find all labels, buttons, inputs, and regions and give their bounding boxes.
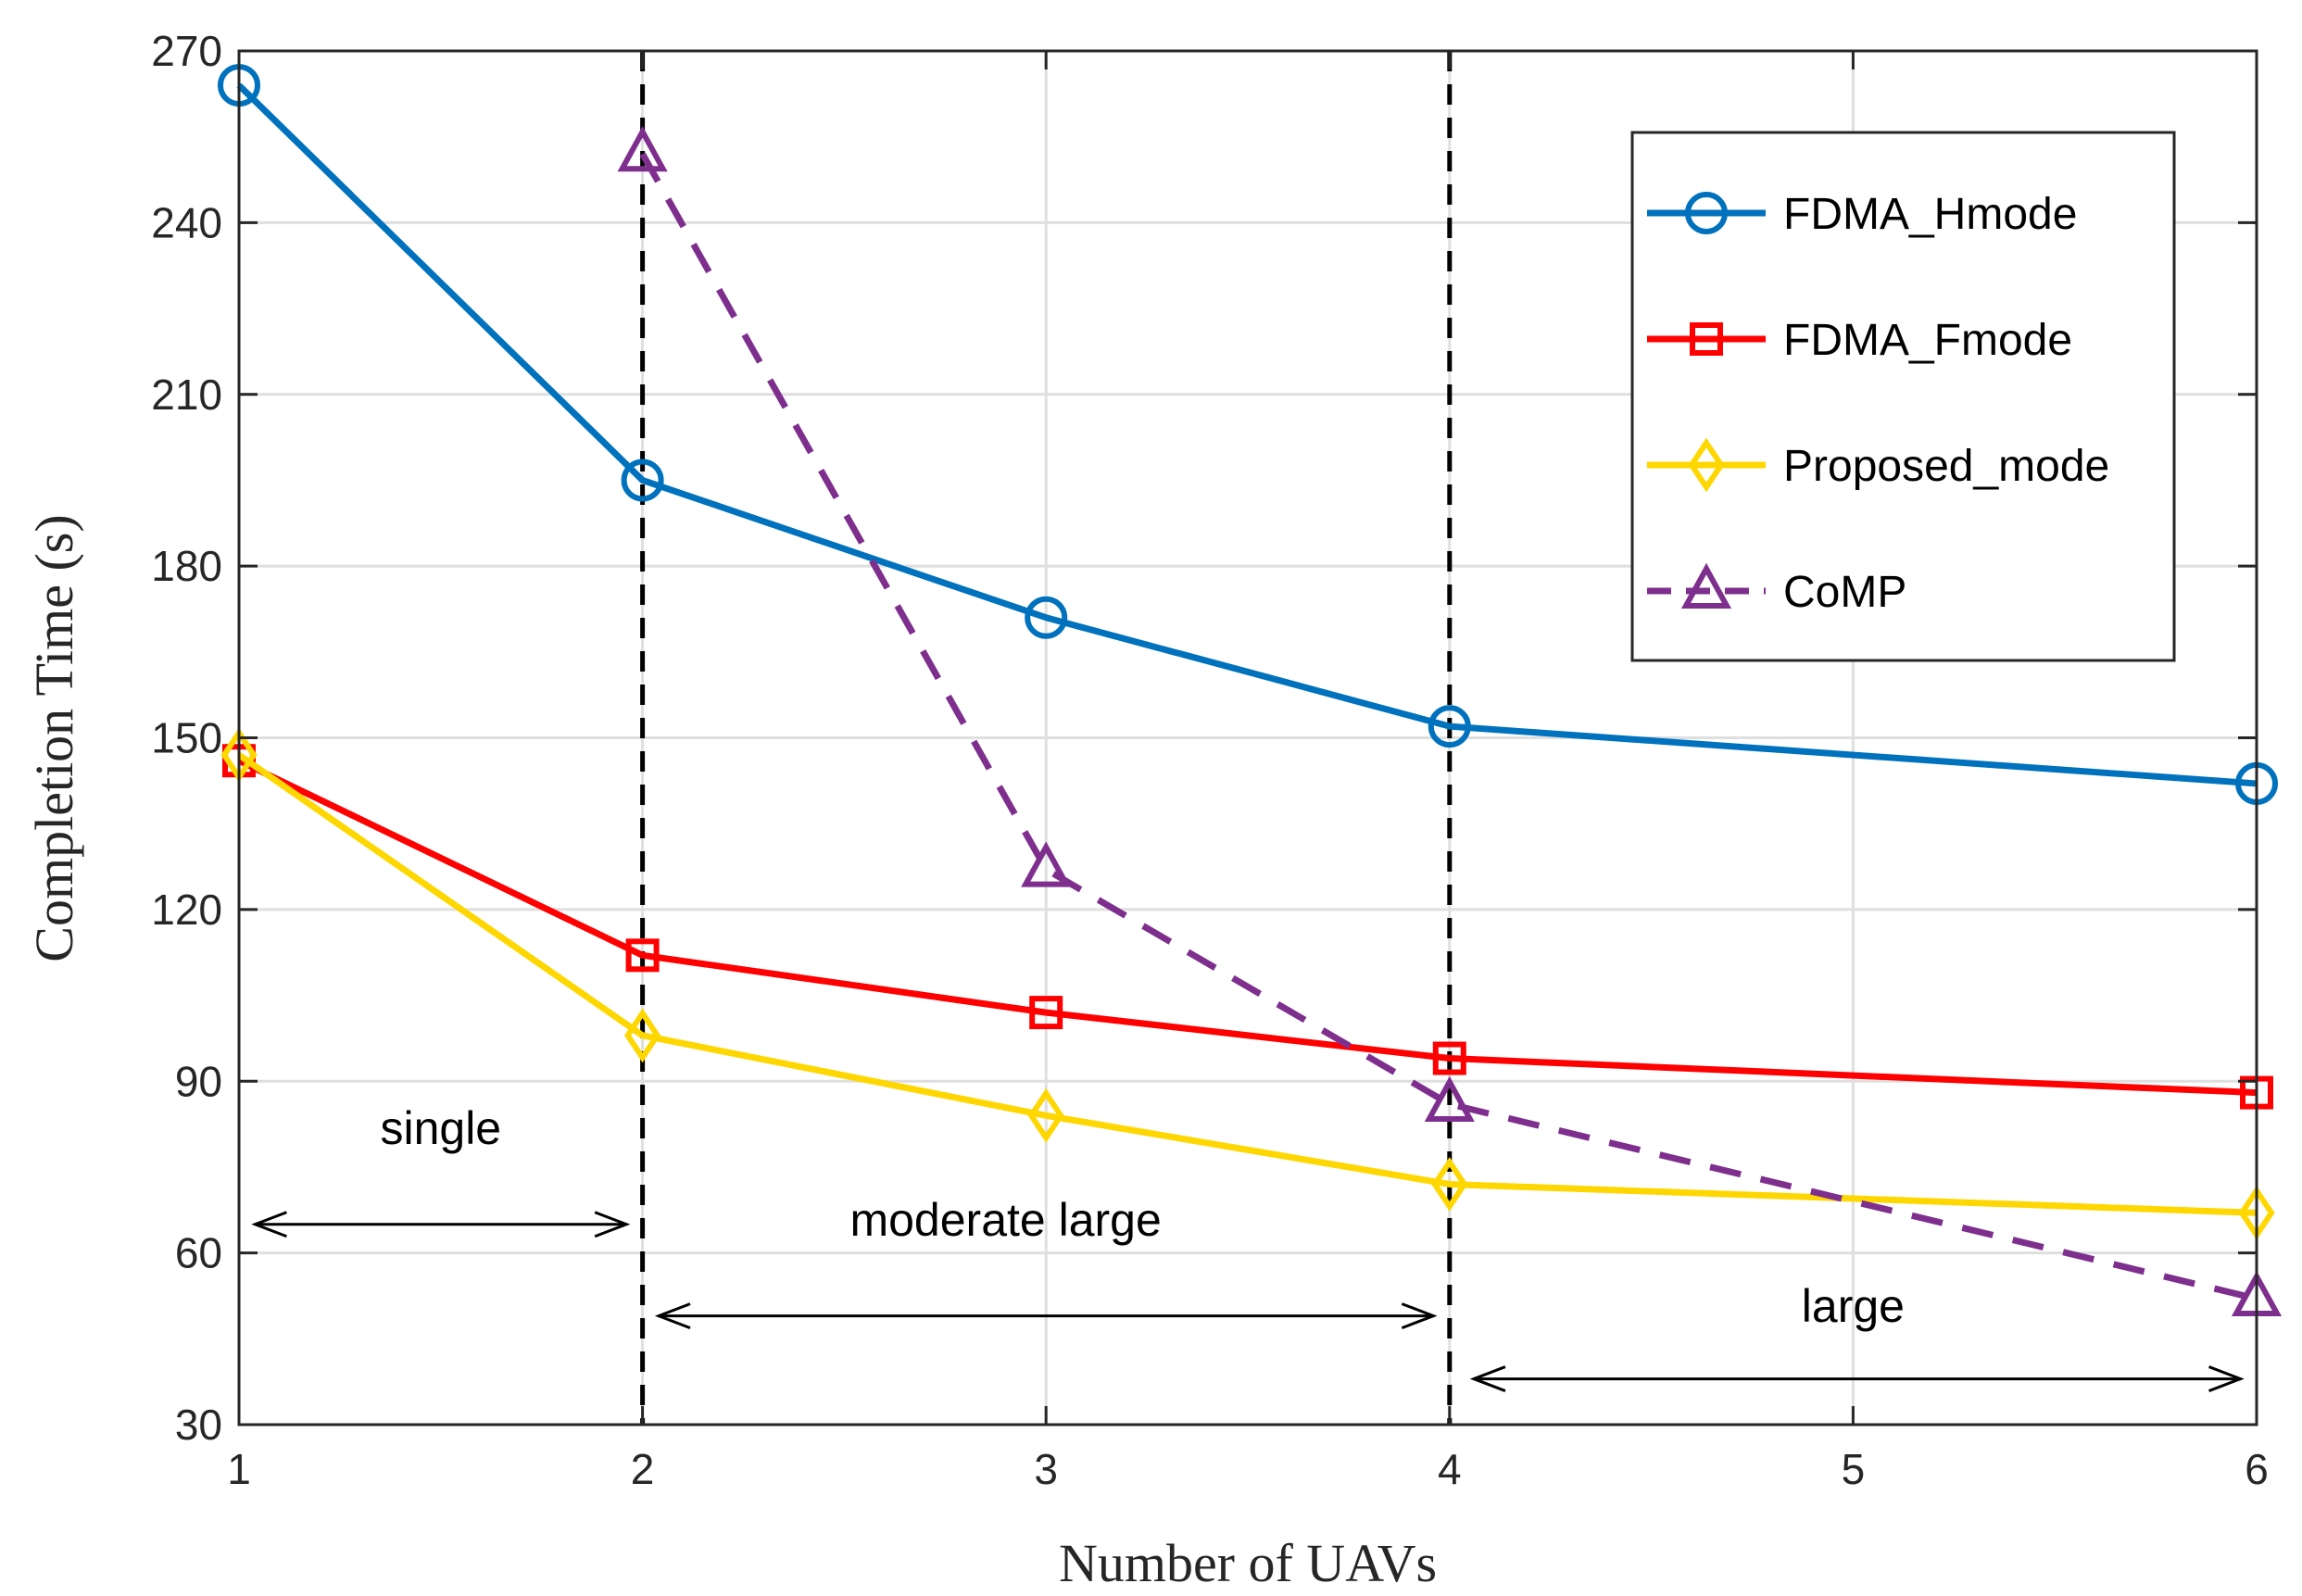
range-arrow-head-left-1: [251, 1211, 287, 1238]
data-point-fdma-hmode-3: [1025, 596, 1068, 639]
data-point-proposed-mode-4: [1431, 1157, 1468, 1212]
legend: FDMA_Hmode FDMA_Fmode Proposed_mode CoMP: [1630, 131, 2176, 662]
series-line-fdma-fmode: [237, 758, 2258, 1097]
axis-ticks: 1 2 3 4 5 6 30 60 90 120 150 180 210 240 270: [151, 27, 2269, 1493]
annotation-single: single: [380, 1102, 501, 1154]
data-point-fdma-hmode-4: [1428, 705, 1471, 748]
y-tick-label-120: 120: [151, 886, 222, 934]
data-point-fdma-fmode-2: [625, 938, 660, 973]
legend-marker-proposed-mode: [1688, 437, 1725, 493]
legend-marker-fdma-fmode: [1690, 322, 1723, 356]
x-tick-label-4: 4: [1438, 1445, 1462, 1493]
legend-marker-fdma-hmode: [1685, 192, 1728, 234]
y-tick-label-210: 210: [151, 371, 222, 419]
annotations: single moderate large large: [251, 1102, 2245, 1392]
range-arrow-2: [654, 1302, 1438, 1330]
data-point-fdma-fmode-4: [1432, 1041, 1466, 1075]
region-dividers: [640, 51, 1453, 1425]
x-tick-label-3: 3: [1034, 1445, 1058, 1493]
x-axis-title: Number of UAVs: [1059, 1533, 1437, 1593]
range-arrow-3: [1469, 1365, 2245, 1392]
range-arrow-head-right-2: [1401, 1302, 1438, 1330]
legend-entry-fdma-fmode: FDMA_Fmode: [1647, 316, 2072, 365]
data-point-comp-4: [1424, 1075, 1475, 1122]
data-point-comp-2: [617, 125, 668, 172]
y-tick-label-90: 90: [175, 1057, 222, 1105]
legend-label-comp: CoMP: [1783, 568, 1906, 617]
y-tick-label-180: 180: [151, 542, 222, 590]
legend-entry-proposed-mode: Proposed_mode: [1647, 437, 2109, 493]
y-axis-title: Completion Time (s): [24, 514, 84, 961]
x-tick-label-6: 6: [2245, 1445, 2269, 1493]
legend-entry-comp: CoMP: [1647, 562, 1906, 617]
range-arrow-head-right-3: [2208, 1365, 2245, 1392]
y-tick-label-60: 60: [175, 1229, 222, 1277]
x-tick-label-2: 2: [631, 1445, 655, 1493]
annotation-moderate-large: moderate large: [849, 1194, 1161, 1246]
annotation-large: large: [1802, 1280, 1905, 1332]
data-point-comp-3: [1021, 841, 1072, 887]
legend-label-fdma-fmode: FDMA_Fmode: [1783, 316, 2072, 365]
data-point-fdma-hmode-2: [621, 459, 664, 502]
y-tick-label-150: 150: [151, 714, 222, 762]
legend-entry-fdma-hmode: FDMA_Hmode: [1647, 190, 2077, 239]
legend-marker-comp: [1680, 562, 1732, 609]
range-arrow-1: [251, 1211, 631, 1238]
y-tick-label-240: 240: [151, 198, 222, 246]
x-tick-label-1: 1: [227, 1445, 251, 1493]
series-proposed-mode: [220, 727, 2275, 1240]
legend-label-proposed-mode: Proposed_mode: [1783, 442, 2109, 491]
x-tick-label-5: 5: [1842, 1445, 1866, 1493]
data-point-proposed-mode-2: [623, 1008, 661, 1063]
series-line-proposed-mode: [237, 752, 2258, 1216]
range-arrow-head-left-2: [654, 1302, 691, 1330]
series-line-fdma-hmode: [236, 82, 2258, 787]
data-point-proposed-mode-3: [1027, 1087, 1064, 1143]
range-arrow-head-right-1: [594, 1211, 631, 1238]
range-arrow-head-left-3: [1469, 1365, 1506, 1392]
legend-label-fdma-hmode: FDMA_Hmode: [1783, 190, 2077, 239]
y-tick-label-30: 30: [175, 1401, 222, 1449]
series-line-comp: [639, 152, 2258, 1302]
series: [218, 64, 2283, 1317]
y-tick-label-270: 270: [151, 27, 222, 75]
data-point-fdma-fmode-3: [1029, 996, 1063, 1030]
